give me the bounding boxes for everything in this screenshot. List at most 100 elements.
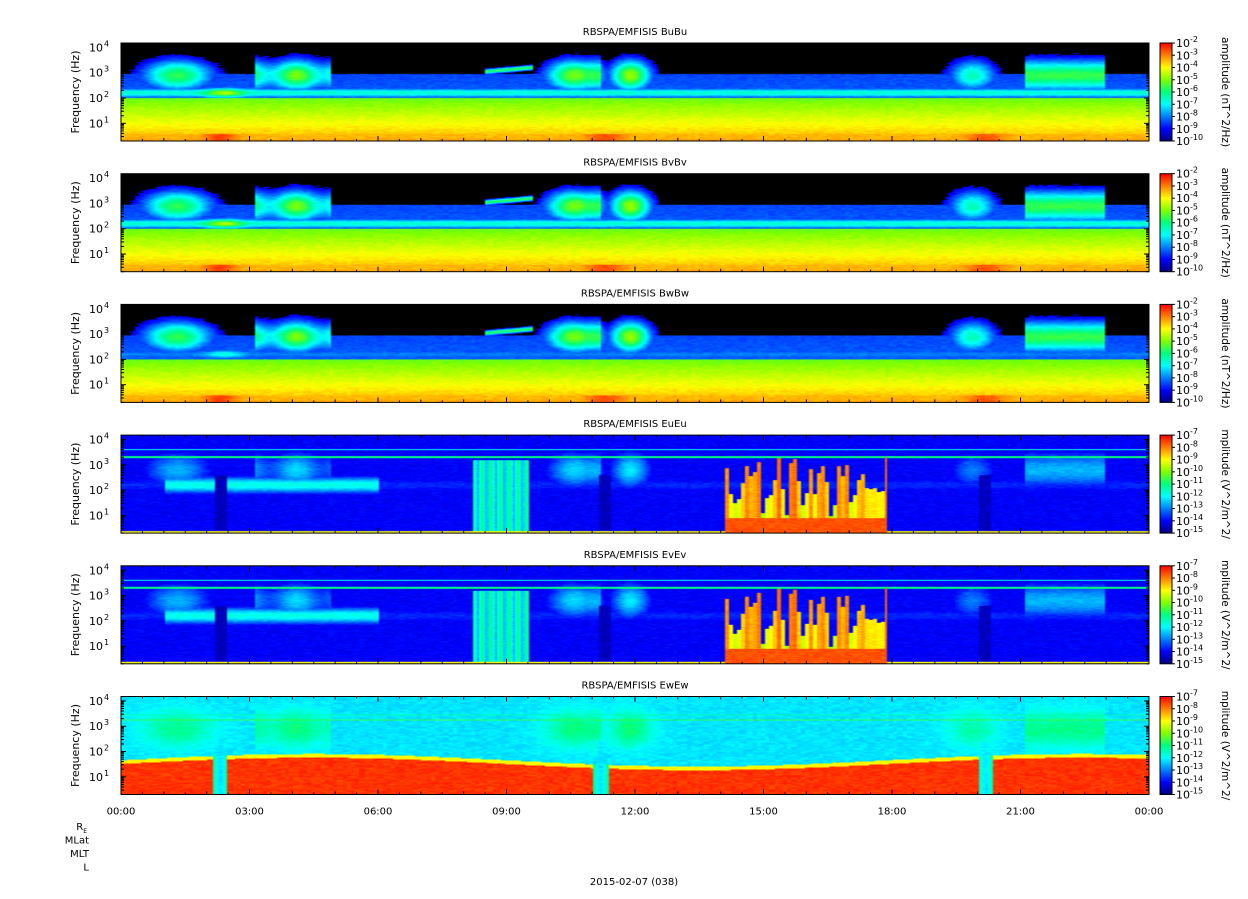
y-tick-label: 10	[89, 640, 103, 653]
y-tick-exponent: 1	[104, 638, 109, 647]
colorbar-tick-label: 10-9	[1176, 121, 1198, 136]
spectrogram-image	[121, 304, 1149, 403]
orbit-label: RE	[76, 822, 87, 835]
colorbar-tick-label: 10-10	[1176, 464, 1203, 479]
colorbar-tick-label: 10-10	[1176, 725, 1203, 740]
colorbar-tick-label: 10-10	[1176, 394, 1203, 409]
y-tick-exponent: 1	[104, 769, 109, 778]
colorbar-tick-label: 10-9	[1176, 582, 1198, 597]
colorbar-tick-label: 10-3	[1176, 47, 1198, 62]
y-tick-exponent: 2	[104, 744, 109, 753]
colorbar-tick-label: 10-4	[1176, 321, 1198, 336]
colorbar-tick-label: 10-15	[1176, 656, 1203, 671]
colorbar-tick-label: 10-14	[1176, 644, 1203, 659]
colorbar-tick-label: 10-13	[1176, 631, 1203, 646]
colorbar-tick-label: 10-7	[1176, 358, 1198, 373]
colorbar-tick-label: 10-9	[1176, 251, 1198, 266]
y-tick-exponent: 3	[104, 195, 109, 204]
panel-title: RBSPA/EMFISIS BvBv	[583, 158, 687, 169]
y-tick-exponent: 4	[104, 693, 109, 702]
colorbar-tick-label: 10-8	[1176, 570, 1198, 585]
y-tick-label: 10	[89, 564, 103, 577]
colorbar-tick-label: 10-8	[1176, 239, 1198, 254]
colorbar-tick-label: 10-4	[1176, 60, 1198, 75]
y-tick-label: 10	[89, 248, 103, 261]
date-label: 2015-02-07 (038)	[590, 877, 678, 888]
y-axis-label: Frequency (Hz)	[69, 704, 82, 787]
x-tick-label: 15:00	[749, 807, 778, 818]
colorbar-label: amplitude (nT^2/Hz)	[1219, 37, 1231, 147]
y-axis-label: Frequency (Hz)	[69, 573, 82, 656]
y-tick-label: 10	[89, 615, 103, 628]
y-axis-label: Frequency (Hz)	[69, 443, 82, 526]
orbit-label: MLT	[70, 849, 90, 860]
spectrogram-image	[121, 565, 1149, 664]
y-tick-exponent: 4	[104, 170, 109, 179]
x-tick-label: 00:00	[1135, 807, 1164, 818]
y-tick-exponent: 4	[104, 562, 109, 571]
x-tick-label: 18:00	[878, 807, 907, 818]
colorbar-tick-label: 10-7	[1176, 227, 1198, 242]
y-tick-exponent: 3	[104, 65, 109, 74]
colorbar-tick-label: 10-12	[1176, 750, 1203, 765]
y-tick-label: 10	[89, 459, 103, 472]
y-tick-exponent: 2	[104, 90, 109, 99]
x-tick-label: 12:00	[621, 807, 650, 818]
y-tick-label: 10	[89, 197, 103, 210]
y-tick-label: 10	[89, 695, 103, 708]
colorbar-tick-label: 10-8	[1176, 439, 1198, 454]
x-tick-label: 03:00	[235, 807, 264, 818]
y-tick-exponent: 1	[104, 507, 109, 516]
y-tick-exponent: 3	[104, 588, 109, 597]
time-axis: 00:00 03:00 06:00 09:00 12:00 15:00 18:00 21:00…	[107, 807, 1164, 818]
colorbar-tick-label: 10-2	[1176, 166, 1198, 181]
y-tick-exponent: 2	[104, 482, 109, 491]
colorbar-tick-label: 10-9	[1176, 382, 1198, 397]
colorbar-tick-label: 10-10	[1176, 595, 1203, 610]
y-tick-exponent: 2	[104, 613, 109, 622]
colorbar	[1159, 42, 1173, 142]
y-tick-label: 10	[89, 328, 103, 341]
colorbar-tick-label: 10-4	[1176, 190, 1198, 205]
orbit-label: MLat	[65, 836, 89, 847]
y-tick-exponent: 3	[104, 718, 109, 727]
y-tick-label: 10	[89, 92, 103, 105]
y-tick-label: 10	[89, 379, 103, 392]
colorbar-tick-label: 10-2	[1176, 296, 1198, 311]
colorbar-tick-label: 10-3	[1176, 178, 1198, 193]
y-axis-label: Frequency (Hz)	[69, 181, 82, 264]
y-tick-label: 10	[89, 484, 103, 497]
y-tick-label: 10	[89, 746, 103, 759]
colorbar-label: amplitude (nT^2/Hz)	[1219, 298, 1231, 408]
y-axis-label: Frequency (Hz)	[69, 51, 82, 134]
spectrogram-image	[121, 43, 1149, 141]
y-tick-exponent: 1	[104, 115, 109, 124]
y-tick-label: 10	[89, 223, 103, 236]
colorbar	[1159, 565, 1173, 665]
colorbar-tick-label: 10-6	[1176, 345, 1198, 360]
x-tick-label: 00:00	[107, 807, 136, 818]
y-tick-label: 10	[89, 720, 103, 733]
colorbar-tick-label: 10-2	[1176, 35, 1198, 50]
y-tick-label: 10	[89, 41, 103, 54]
colorbar-tick-label: 10-6	[1176, 215, 1198, 230]
y-tick-label: 10	[89, 67, 103, 80]
y-tick-label: 10	[89, 509, 103, 522]
y-tick-exponent: 3	[104, 457, 109, 466]
colorbar-tick-label: 10-8	[1176, 109, 1198, 124]
colorbar-tick-label: 10-15	[1176, 525, 1203, 540]
colorbar-label: mplitude (V^2/m^2/	[1219, 691, 1231, 801]
y-tick-label: 10	[89, 771, 103, 784]
y-tick-label: 10	[89, 434, 103, 447]
y-axis-label: Frequency (Hz)	[69, 312, 82, 395]
colorbar-tick-label: 10-11	[1176, 476, 1203, 491]
x-tick-label: 06:00	[364, 807, 393, 818]
panel-title: RBSPA/EMFISIS EwEw	[581, 681, 688, 692]
spectrogram-image	[121, 696, 1149, 795]
y-tick-exponent: 4	[104, 432, 109, 441]
